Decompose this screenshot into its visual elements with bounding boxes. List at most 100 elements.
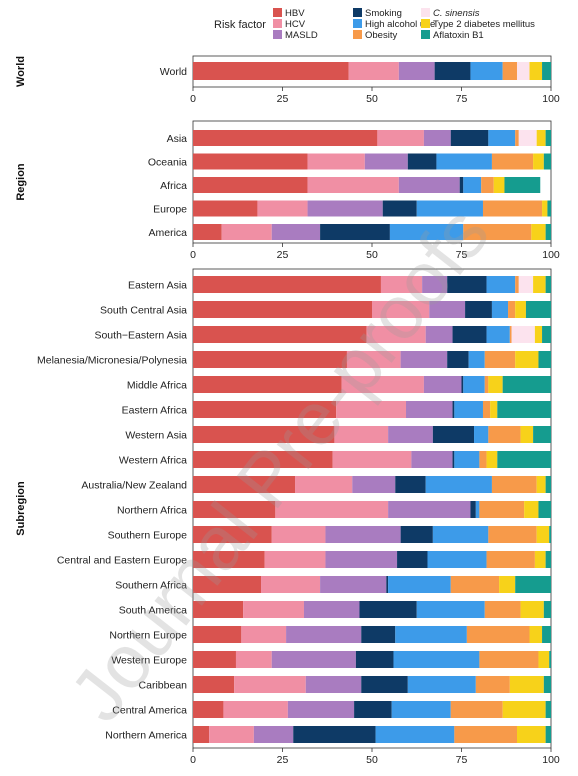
bar-segment xyxy=(486,551,535,568)
legend-item-label: Smoking xyxy=(365,8,402,19)
chart-panels: World World 0 25 50 75 100 Region Asia Oceania Afr… xyxy=(15,55,560,766)
bar-segment xyxy=(400,526,433,543)
category-label: Eastern Asia xyxy=(128,280,187,292)
bar-segment xyxy=(543,601,551,618)
bar-segment xyxy=(354,701,392,718)
bar-segment xyxy=(450,701,503,718)
bar-segment xyxy=(515,351,539,368)
bar-segment xyxy=(257,200,308,217)
bar-segment xyxy=(484,376,489,393)
category-label: Central America xyxy=(112,705,187,717)
bar-segment xyxy=(261,576,321,593)
category-label: South−Eastern Asia xyxy=(94,330,187,342)
bar-segment xyxy=(486,276,516,293)
category-label: Northern Europe xyxy=(109,630,187,642)
bar-segment xyxy=(504,177,541,193)
panel-title: Region xyxy=(15,163,27,201)
bar-segment xyxy=(389,224,464,240)
bar-segment xyxy=(223,701,288,718)
bar-segment xyxy=(271,224,321,240)
bar-segment xyxy=(388,576,451,593)
bar-segment xyxy=(454,401,483,418)
bar-segment xyxy=(531,224,546,240)
x-tick-label: 50 xyxy=(366,93,378,105)
bar-segment xyxy=(307,177,399,193)
bar-segment xyxy=(482,401,491,418)
bar-segment xyxy=(406,401,453,418)
bar-segment xyxy=(452,401,455,418)
bar-segment xyxy=(386,576,389,593)
bar-segment xyxy=(536,476,546,493)
bar-segment xyxy=(391,701,451,718)
bar-segment xyxy=(538,351,551,368)
bar-segment xyxy=(509,676,544,693)
bar-segment xyxy=(382,200,417,217)
bar-segment xyxy=(253,726,294,743)
bar-segment xyxy=(511,326,535,343)
bar-segment xyxy=(520,601,544,618)
panel-subregion: Subregion Eastern Asia South Central Asia S… xyxy=(15,268,560,766)
bar-segment xyxy=(479,651,539,668)
x-tick-label: 75 xyxy=(456,249,468,261)
bar-segment xyxy=(423,376,462,393)
bar-segment xyxy=(545,551,551,568)
bar-segment xyxy=(534,551,546,568)
bar-segment xyxy=(542,326,551,343)
category-label: Northern America xyxy=(105,730,187,742)
bar-segment xyxy=(275,501,389,518)
bar-segment xyxy=(481,177,494,193)
bar-segment xyxy=(524,501,539,518)
bar-segment xyxy=(193,426,335,443)
bar-segment xyxy=(454,451,480,468)
category-label: Melanesia/Micronesia/Polynesia xyxy=(37,355,187,367)
bar-segment xyxy=(422,276,448,293)
bar-segment xyxy=(533,426,551,443)
bar-segment xyxy=(538,651,550,668)
legend-swatch xyxy=(353,19,362,28)
legend-swatch xyxy=(421,30,430,39)
bar-segment xyxy=(515,130,519,146)
bar-segment xyxy=(193,576,262,593)
bar-segment xyxy=(542,62,551,80)
bar-segment xyxy=(286,626,362,643)
bar-segment xyxy=(463,376,485,393)
bar-segment xyxy=(465,301,492,318)
bar-segment xyxy=(264,551,326,568)
bar-segment xyxy=(525,301,551,318)
legend-swatch xyxy=(353,30,362,39)
x-tick-label: 50 xyxy=(366,249,378,261)
bar-segment xyxy=(536,526,550,543)
bar-segment xyxy=(461,376,464,393)
bar-segment xyxy=(193,476,296,493)
category-label: Western Europe xyxy=(111,655,187,667)
bar-segment xyxy=(432,526,489,543)
bar-segment xyxy=(305,676,362,693)
bar-segment xyxy=(336,401,407,418)
bar-segment xyxy=(486,326,510,343)
bar-segment xyxy=(346,351,401,368)
bar-segment xyxy=(364,153,408,170)
x-tick-label: 100 xyxy=(542,93,560,105)
bar-segment xyxy=(545,276,551,293)
legend-swatch xyxy=(421,19,430,28)
bar-segment xyxy=(334,426,389,443)
bar-segment xyxy=(529,626,543,643)
category-label: South America xyxy=(119,605,187,617)
bar-segment xyxy=(432,426,475,443)
bar-segment xyxy=(488,376,503,393)
bar-segment xyxy=(221,224,272,240)
bar-segment xyxy=(193,224,222,240)
bar-segment xyxy=(193,401,337,418)
bar-segment xyxy=(542,200,548,217)
bar-segment xyxy=(474,426,489,443)
bar-segment xyxy=(447,351,469,368)
bar-segment xyxy=(193,601,244,618)
category-label: Caribbean xyxy=(139,680,188,692)
bar-segment xyxy=(529,62,543,80)
legend-swatch xyxy=(273,19,282,28)
bar-segment xyxy=(502,701,546,718)
bar-segment xyxy=(447,276,487,293)
bar-segment xyxy=(508,301,516,318)
panel-title: World xyxy=(15,56,27,87)
